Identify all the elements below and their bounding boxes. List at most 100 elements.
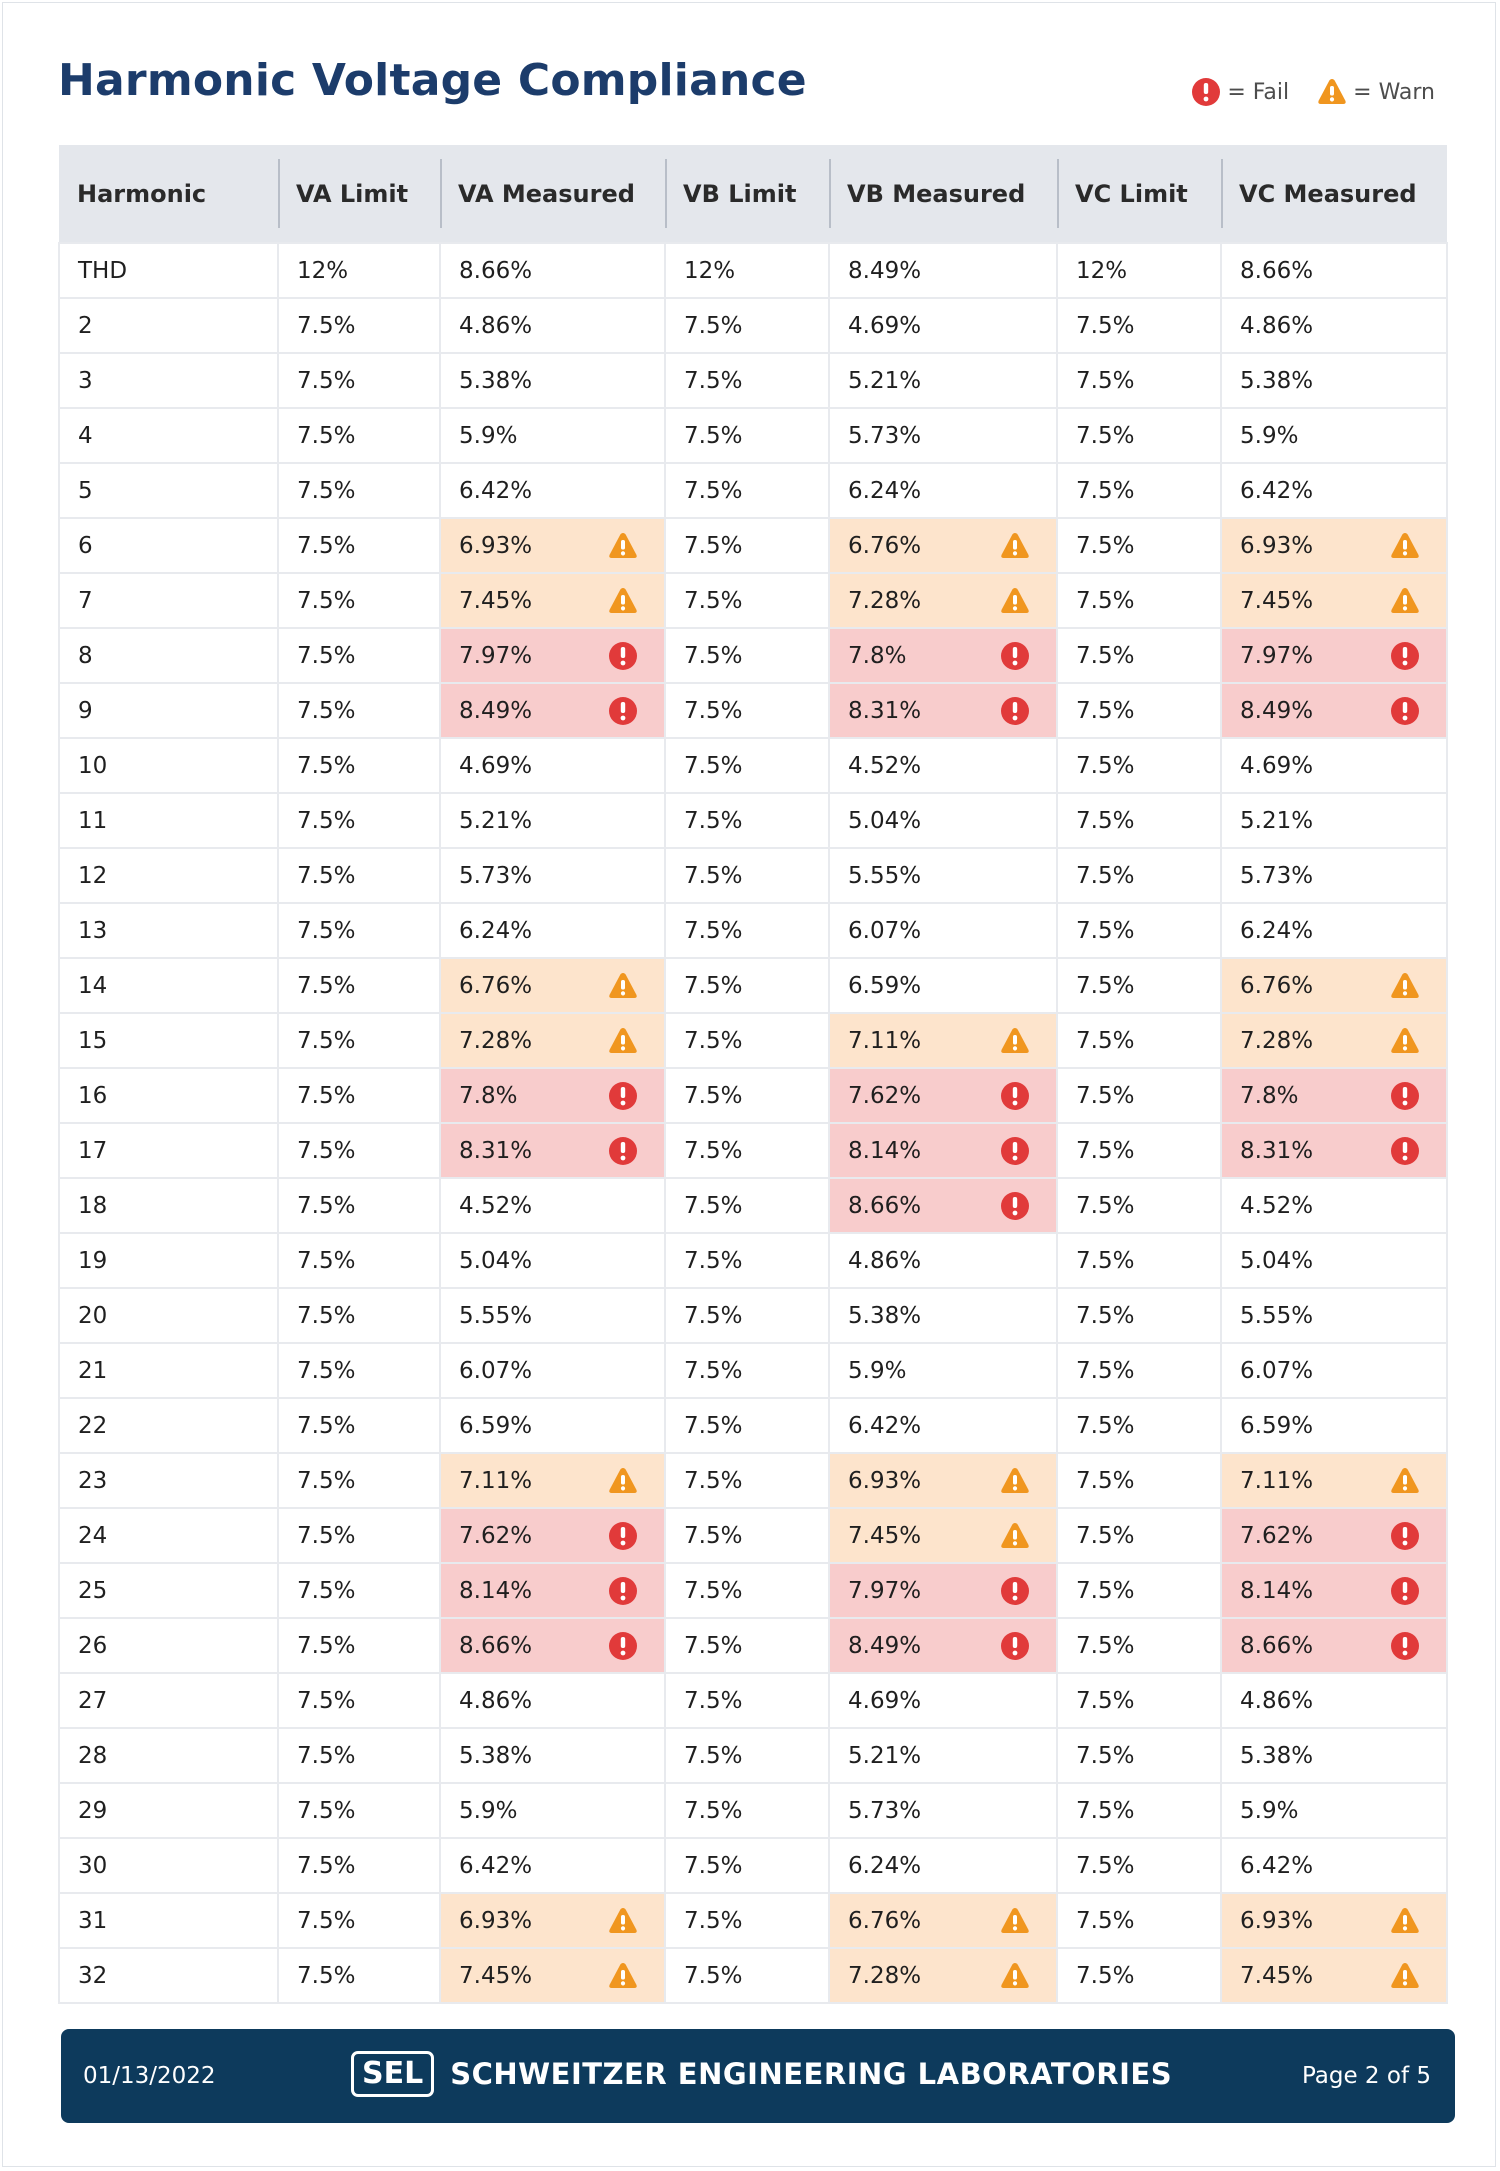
- vc-limit-cell: 7.5%: [1056, 572, 1222, 629]
- va-limit-cell: 7.5%: [277, 1012, 441, 1069]
- harmonic-cell: 21: [58, 1342, 279, 1399]
- vb-limit-cell: 7.5%: [664, 1397, 830, 1454]
- cell-value: 4.69%: [459, 752, 533, 779]
- company-brand: SEL SCHWEITZER ENGINEERING LABORATORIES: [351, 2051, 1172, 2097]
- cell-value: 5.38%: [459, 367, 533, 394]
- cell-value: 7.5%: [684, 1632, 743, 1659]
- warning-triangle-icon: [1391, 1027, 1419, 1053]
- cell-value: 7.5%: [297, 1137, 356, 1164]
- vb-limit-cell: 7.5%: [664, 1947, 830, 2004]
- exclamation-circle-icon: [609, 641, 637, 670]
- vc-limit-cell: 7.5%: [1056, 1947, 1222, 2004]
- cell-value: 28: [78, 1742, 108, 1769]
- cell-value: 12%: [684, 257, 736, 284]
- cell-value: 9: [78, 697, 93, 724]
- vb-limit-cell: 7.5%: [664, 517, 830, 574]
- cell-value: 8.49%: [459, 697, 533, 724]
- vc-measured-cell: 5.38%: [1220, 1727, 1448, 1784]
- vc-limit-cell: 7.5%: [1056, 1452, 1222, 1509]
- cell-value: 7.5%: [1076, 422, 1135, 449]
- cell-value: 7.97%: [1240, 642, 1314, 669]
- cell-value: 7.5%: [1076, 1577, 1135, 1604]
- cell-value: 7.45%: [459, 1962, 533, 1989]
- cell-value: 24: [78, 1522, 108, 1549]
- va-measured-cell: 4.52%: [439, 1177, 666, 1234]
- va-measured-cell: 7.45%: [439, 1947, 666, 2004]
- vb-measured-cell: 8.14%: [828, 1122, 1058, 1179]
- cell-value: 7.5%: [1076, 1082, 1135, 1109]
- vc-measured-cell: 7.45%: [1220, 572, 1448, 629]
- cell-value: 8.66%: [1240, 1632, 1314, 1659]
- cell-value: 22: [78, 1412, 108, 1439]
- cell-value: 7.5%: [297, 1467, 356, 1494]
- cell-value: 7.5%: [297, 1907, 356, 1934]
- vb-measured-cell: 5.73%: [828, 1782, 1058, 1839]
- table-row: 2 7.5% 4.86% 7.5% 4.69% 7.5% 4.86%: [58, 297, 1448, 354]
- table-row: 12 7.5% 5.73% 7.5% 5.55% 7.5% 5.73%: [58, 847, 1448, 904]
- cell-value: 7.45%: [459, 587, 533, 614]
- cell-value: 4.52%: [1240, 1192, 1314, 1219]
- cell-value: 7.5%: [297, 1577, 356, 1604]
- va-measured-cell: 7.11%: [439, 1452, 666, 1509]
- va-measured-cell: 7.45%: [439, 572, 666, 629]
- cell-value: 5.73%: [459, 862, 533, 889]
- vb-measured-cell: 5.55%: [828, 847, 1058, 904]
- harmonic-cell: 6: [58, 517, 279, 574]
- cell-value: 7.5%: [1076, 1027, 1135, 1054]
- legend-fail-label: = Fail: [1227, 79, 1290, 105]
- cell-value: 7.8%: [459, 1082, 518, 1109]
- table-row: 32 7.5% 7.45% 7.5% 7.28% 7.5% 7.45%: [58, 1947, 1448, 2004]
- vb-measured-cell: 7.45%: [828, 1507, 1058, 1564]
- cell-value: 6.07%: [1240, 1357, 1314, 1384]
- vc-measured-cell: 4.69%: [1220, 737, 1448, 794]
- table-row: 31 7.5% 6.93% 7.5% 6.76% 7.5% 6.93%: [58, 1892, 1448, 1949]
- exclamation-circle-icon: [1001, 1136, 1029, 1165]
- cell-value: 7.5%: [297, 422, 356, 449]
- harmonic-cell: 17: [58, 1122, 279, 1179]
- cell-value: 6.59%: [1240, 1412, 1314, 1439]
- vb-limit-cell: 7.5%: [664, 847, 830, 904]
- column-header-label: VB Measured: [847, 179, 1026, 208]
- vb-measured-cell: 7.28%: [828, 1947, 1058, 2004]
- exclamation-circle-icon: [1391, 1136, 1419, 1165]
- warning-triangle-icon: [1001, 1027, 1029, 1053]
- cell-value: 7.5%: [297, 1247, 356, 1274]
- cell-value: 5.38%: [1240, 367, 1314, 394]
- cell-value: 7.5%: [297, 1357, 356, 1384]
- cell-value: 4.52%: [459, 1192, 533, 1219]
- cell-value: 7.11%: [848, 1027, 922, 1054]
- cell-value: 7.28%: [459, 1027, 533, 1054]
- cell-value: 7.5%: [684, 1577, 743, 1604]
- exclamation-circle-icon: [1391, 641, 1419, 670]
- warning-triangle-icon: [1391, 1467, 1419, 1493]
- cell-value: 5.38%: [848, 1302, 922, 1329]
- cell-value: 8.14%: [459, 1577, 533, 1604]
- header-divider: [440, 159, 442, 228]
- va-limit-cell: 7.5%: [277, 1397, 441, 1454]
- warning-triangle-icon: [1001, 1522, 1029, 1548]
- cell-value: 6.76%: [848, 532, 922, 559]
- table-row: 25 7.5% 8.14% 7.5% 7.97% 7.5% 8.14%: [58, 1562, 1448, 1619]
- column-header-label: VA Limit: [296, 179, 409, 208]
- table-row: 4 7.5% 5.9% 7.5% 5.73% 7.5% 5.9%: [58, 407, 1448, 464]
- cell-value: 6.93%: [1240, 1907, 1314, 1934]
- cell-value: 7.8%: [848, 642, 907, 669]
- cell-value: 7.5%: [1076, 752, 1135, 779]
- cell-value: 7.5%: [1076, 1852, 1135, 1879]
- warning-triangle-icon: [1391, 1907, 1419, 1933]
- vc-measured-cell: 8.49%: [1220, 682, 1448, 739]
- cell-value: 12%: [297, 257, 349, 284]
- va-measured-cell: 5.55%: [439, 1287, 666, 1344]
- vc-measured-cell: 5.38%: [1220, 352, 1448, 409]
- va-limit-cell: 7.5%: [277, 1782, 441, 1839]
- warning-triangle-icon: [1391, 587, 1419, 613]
- va-limit-cell: 7.5%: [277, 572, 441, 629]
- cell-value: 6.59%: [459, 1412, 533, 1439]
- vc-limit-cell: 7.5%: [1056, 1727, 1222, 1784]
- vb-measured-cell: 6.24%: [828, 462, 1058, 519]
- exclamation-circle-icon: [1001, 1576, 1029, 1605]
- cell-value: 6.93%: [848, 1467, 922, 1494]
- table-row: 17 7.5% 8.31% 7.5% 8.14% 7.5% 8.31%: [58, 1122, 1448, 1179]
- harmonic-cell: 29: [58, 1782, 279, 1839]
- warning-triangle-icon: [1001, 1962, 1029, 1988]
